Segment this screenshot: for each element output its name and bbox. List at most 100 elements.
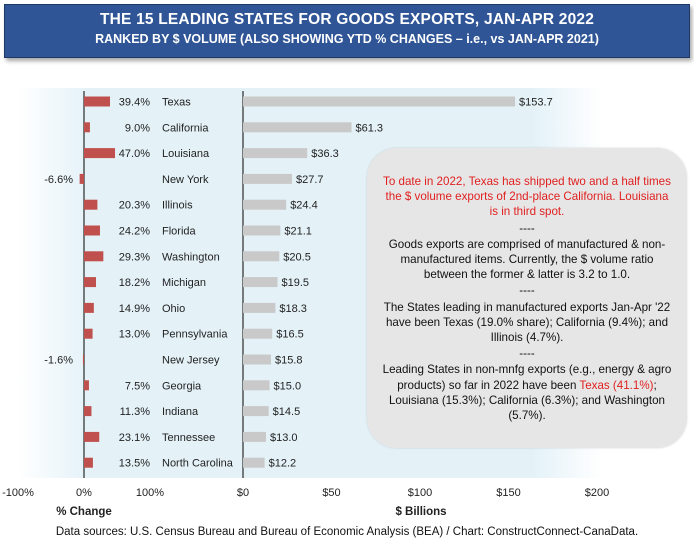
export-value-label: $18.3 <box>279 303 307 315</box>
pct-change-label: 29.3% <box>119 251 150 263</box>
export-value-bar <box>243 431 267 442</box>
pct-change-bar <box>84 122 90 133</box>
dollar-axis-tick: $50 <box>322 487 340 499</box>
pct-change-label: 18.2% <box>119 277 150 289</box>
note-paragraph-4: Leading States in non-mnfg exports (e.g.… <box>381 362 673 423</box>
dollar-axis-tick: $100 <box>408 487 432 499</box>
export-value-bar <box>243 173 293 184</box>
state-label: Indiana <box>162 406 199 418</box>
pct-change-bar <box>84 302 94 313</box>
state-label: Michigan <box>162 277 206 289</box>
export-value-label: $12.2 <box>269 458 297 470</box>
export-value-label: $24.4 <box>290 200 318 212</box>
export-value-bar <box>243 96 516 107</box>
state-label: Illinois <box>162 200 193 212</box>
dollar-axis-tick: $0 <box>237 487 249 499</box>
pct-change-label: 13.0% <box>119 329 150 341</box>
pct-change-bar <box>79 173 84 184</box>
state-label: Florida <box>162 226 197 238</box>
state-label: Louisiana <box>162 148 210 160</box>
data-source: Data sources: U.S. Census Bureau and Bur… <box>55 526 639 538</box>
pct-change-bar <box>84 148 116 159</box>
note-separator-2: ---- <box>519 284 535 298</box>
export-value-bar <box>243 380 270 391</box>
export-value-bar <box>243 406 269 417</box>
pct-change-bar <box>82 354 84 365</box>
export-value-bar <box>243 277 278 288</box>
state-label: Georgia <box>162 380 202 392</box>
pct-change-bar <box>84 328 93 339</box>
pct-change-label: 7.5% <box>125 380 150 392</box>
note-paragraph-2: Goods exports are comprised of manufactu… <box>388 237 666 282</box>
export-value-bar <box>243 251 280 262</box>
export-value-label: $61.3 <box>356 122 384 134</box>
pct-change-label: 24.2% <box>119 226 150 238</box>
export-value-bar <box>243 122 352 133</box>
pct-axis-tick: 0% <box>76 487 92 499</box>
pct-change-label: 39.4% <box>119 97 150 109</box>
dollar-axis-label: $ Billions <box>395 506 446 518</box>
pct-axis-tick: 100% <box>136 487 164 499</box>
pct-change-label: -6.6% <box>44 174 73 186</box>
state-label: Pennsylvania <box>162 329 228 341</box>
state-label: Texas <box>162 97 191 109</box>
chart-title: THE 15 LEADING STATES FOR GOODS EXPORTS,… <box>99 11 595 28</box>
note-p4-text-a: Leading States in non-mnfg exports (e.g.… <box>382 363 672 392</box>
pct-change-bar <box>84 96 111 107</box>
note-separator-1: ---- <box>519 221 535 235</box>
export-value-label: $153.7 <box>519 97 553 109</box>
pct-change-bar <box>84 251 104 262</box>
pct-change-bar <box>84 406 92 417</box>
annotation-box: To date in 2022, Texas has shipped two a… <box>367 148 687 448</box>
pct-axis-label: % Change <box>56 506 112 518</box>
dollar-axis-tick: $200 <box>585 487 609 499</box>
state-label: Ohio <box>162 303 185 315</box>
export-value-bar <box>243 354 271 365</box>
pct-change-label: 20.3% <box>119 200 150 212</box>
chart-subtitle: RANKED BY $ VOLUME (ALSO SHOWING YTD % C… <box>95 32 599 46</box>
note-highlight: To date in 2022, Texas has shipped two a… <box>383 175 671 219</box>
note-p4-texas: Texas (41.1%) <box>579 378 654 392</box>
pct-change-label: 9.0% <box>125 122 150 134</box>
export-value-bar <box>243 148 308 159</box>
pct-change-label: 14.9% <box>119 303 150 315</box>
state-label: California <box>162 122 209 134</box>
pct-change-label: 47.0% <box>119 148 150 160</box>
export-value-label: $19.5 <box>282 277 310 289</box>
note-paragraph-3: The States leading in manufactured expor… <box>383 300 671 345</box>
pct-change-bar <box>84 225 100 236</box>
pct-change-label: 13.5% <box>119 458 150 470</box>
pct-change-label: 11.3% <box>120 406 151 418</box>
pct-change-label: -1.6% <box>44 355 73 367</box>
pct-change-bar <box>84 199 98 210</box>
pct-change-label: 23.1% <box>119 432 150 444</box>
export-value-bar <box>243 457 265 468</box>
export-value-bar <box>243 328 273 339</box>
export-value-bar <box>243 302 276 313</box>
export-value-label: $16.5 <box>276 329 304 341</box>
export-value-label: $21.1 <box>284 226 312 238</box>
export-value-bar <box>243 199 287 210</box>
state-label: New York <box>162 174 209 186</box>
pct-change-bar <box>84 431 100 442</box>
export-value-label: $14.5 <box>273 406 301 418</box>
export-value-label: $15.8 <box>275 355 303 367</box>
pct-change-bar <box>84 380 89 391</box>
export-value-bar <box>243 225 281 236</box>
export-value-label: $15.0 <box>274 380 302 392</box>
export-value-label: $13.0 <box>270 432 298 444</box>
state-label: Washington <box>162 251 220 263</box>
export-value-label: $36.3 <box>311 148 339 160</box>
note-separator-3: ---- <box>519 347 535 361</box>
export-value-label: $27.7 <box>296 174 324 186</box>
state-label: North Carolina <box>162 458 234 470</box>
dollar-axis-tick: $150 <box>496 487 520 499</box>
title-banner: THE 15 LEADING STATES FOR GOODS EXPORTS,… <box>4 4 690 58</box>
pct-change-bar <box>84 277 97 288</box>
pct-change-bar <box>84 457 93 468</box>
export-value-label: $20.5 <box>283 251 311 263</box>
note-p4-text-b: ; Louisiana (15.3%); California (6.3%); … <box>388 378 666 423</box>
pct-axis-tick: -100% <box>2 487 34 499</box>
state-label: Tennessee <box>162 432 215 444</box>
state-label: New Jersey <box>162 355 220 367</box>
